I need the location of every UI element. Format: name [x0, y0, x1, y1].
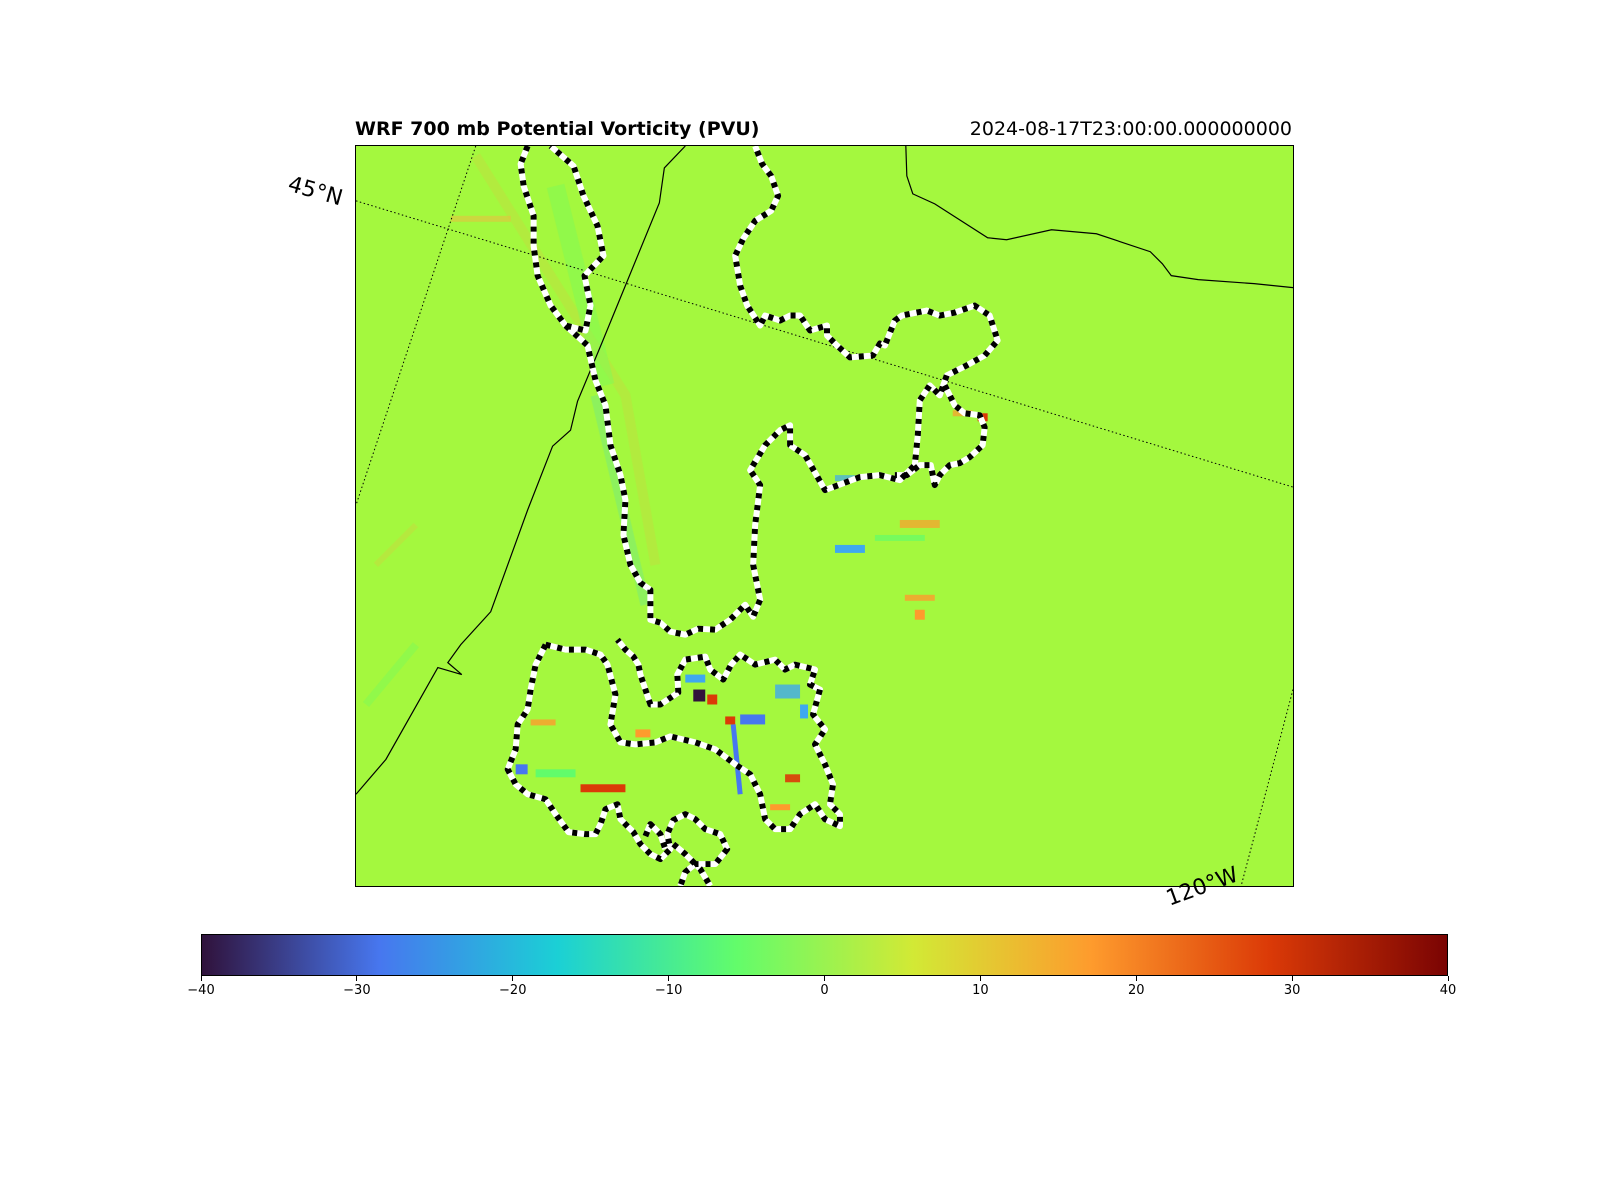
map-title: WRF 700 mb Potential Vorticity (PVU)	[355, 118, 760, 140]
colorbar-tick	[356, 976, 358, 981]
map-panel	[355, 145, 1294, 887]
colorbar-tick-label: −30	[343, 983, 371, 998]
colorbar-tick-label: 40	[1439, 983, 1457, 998]
colorbar-tick	[512, 976, 514, 981]
region-outline-dashes	[504, 146, 1001, 886]
map-timestamp: 2024-08-17T23:00:00.000000000	[969, 118, 1292, 140]
colorbar-tick-label: −40	[187, 983, 215, 998]
longitude-gridline	[356, 146, 477, 506]
colorbar	[201, 934, 1448, 976]
colorbar-tick-label: 30	[1283, 983, 1301, 998]
colorbar-tick-label: 10	[972, 983, 989, 998]
colorbar-tick	[200, 976, 202, 981]
longitude-gridline	[1240, 689, 1293, 886]
potential-vorticity-map	[356, 146, 1293, 886]
colorbar-tick	[1135, 976, 1137, 981]
colorbar-tick-label: −10	[654, 983, 683, 998]
colorbar-tick	[1291, 976, 1293, 981]
colorbar-tick-label: −20	[499, 983, 527, 998]
colorbar-tick	[824, 976, 825, 981]
colorbar-tick	[668, 976, 670, 981]
latitude-gridline	[356, 200, 1293, 488]
pv-anomalies	[450, 215, 988, 811]
colorbar-tick	[979, 976, 981, 981]
colorbar-tick-label: 0	[820, 983, 829, 998]
latitude-label: 45°N	[285, 172, 346, 212]
coastline-boundary	[356, 146, 686, 795]
state-boundary	[905, 146, 1293, 289]
colorbar-tick	[1447, 976, 1449, 981]
colorbar-tick-label: 20	[1127, 983, 1145, 998]
